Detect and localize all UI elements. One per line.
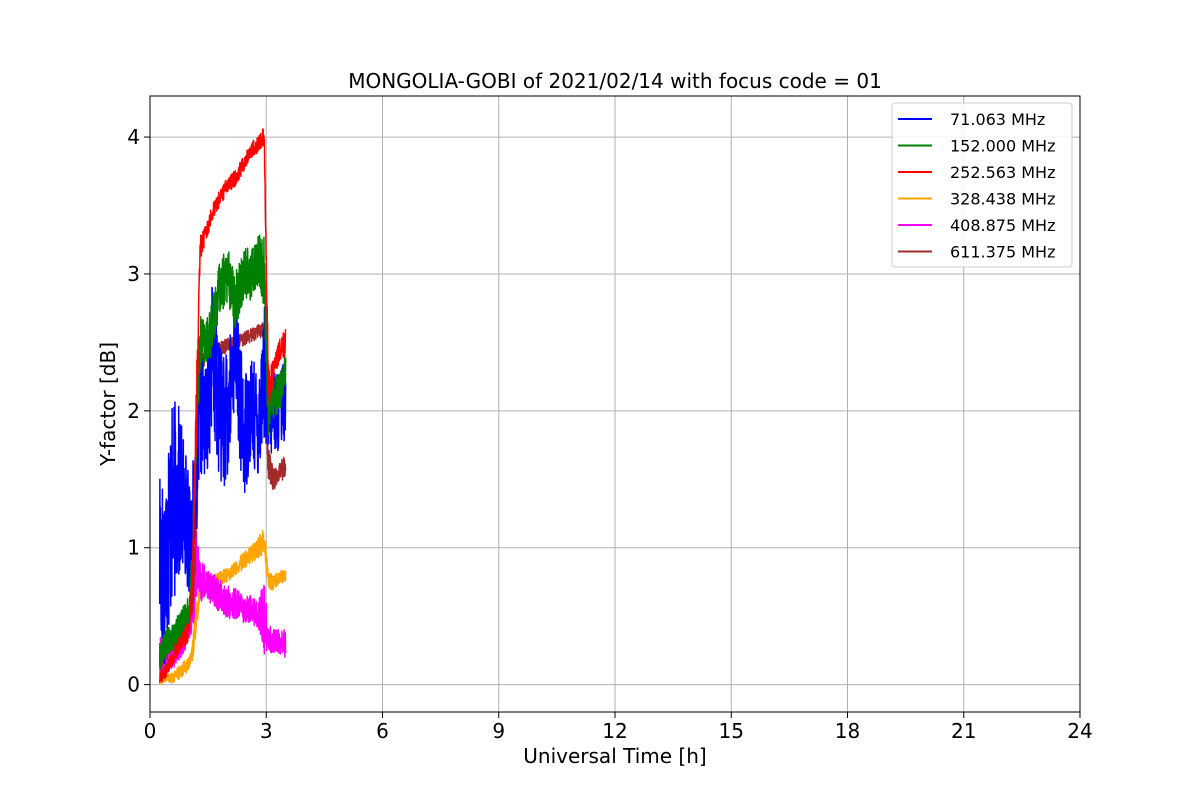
legend: 71.063 MHz 152.000 MHz 252.563 MHz 328.438 … <box>891 102 1073 268</box>
y-tick-label: 2 <box>127 399 140 423</box>
legend-label-2: 252.563 MHz <box>950 163 1055 182</box>
legend-label-5: 611.375 MHz <box>950 243 1055 262</box>
series-line-3 <box>159 529 287 685</box>
x-tick-label: 3 <box>260 719 273 743</box>
x-tick-label: 15 <box>719 719 744 743</box>
series-line-4 <box>158 530 287 675</box>
plot-series <box>158 128 287 685</box>
x-tick-label: 12 <box>602 719 627 743</box>
legend-label-0: 71.063 MHz <box>950 110 1045 129</box>
x-tick-label: 0 <box>144 719 157 743</box>
legend-label-3: 328.438 MHz <box>950 190 1055 209</box>
x-axis-ticks: 0 3 6 9 12 15 18 21 24 <box>144 712 1093 743</box>
chart-title: MONGOLIA-GOBI of 2021/02/14 with focus c… <box>348 69 882 93</box>
y-tick-label: 4 <box>127 125 140 149</box>
series-line-1 <box>158 234 287 670</box>
y-axis-ticks: 0 1 2 3 4 <box>127 125 150 697</box>
x-tick-label: 21 <box>951 719 976 743</box>
x-tick-label: 24 <box>1067 719 1092 743</box>
y-tick-label: 0 <box>127 673 140 697</box>
y-tick-label: 1 <box>127 536 140 560</box>
x-tick-label: 6 <box>376 719 389 743</box>
legend-label-4: 408.875 MHz <box>950 216 1055 235</box>
series-line-0 <box>158 286 287 665</box>
x-tick-label: 9 <box>492 719 505 743</box>
y-axis-label: Y-factor [dB] <box>96 342 120 467</box>
legend-label-1: 152.000 MHz <box>950 137 1055 156</box>
series-line-2 <box>158 128 287 684</box>
legend-box <box>891 102 1073 268</box>
x-tick-label: 18 <box>835 719 860 743</box>
x-axis-label: Universal Time [h] <box>523 744 706 768</box>
y-tick-label: 3 <box>127 262 140 286</box>
